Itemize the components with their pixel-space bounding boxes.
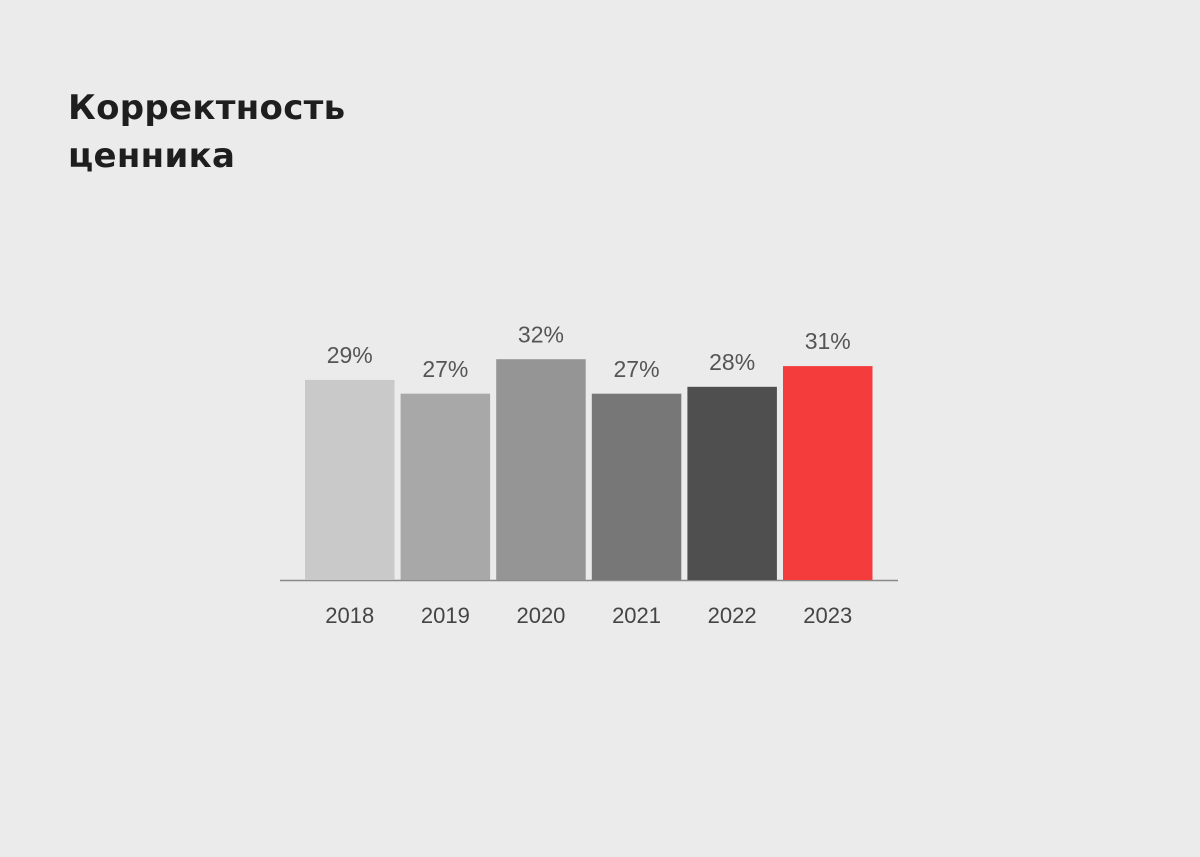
x-tick-label: 2021 — [612, 603, 661, 628]
x-tick-label: 2020 — [516, 603, 565, 628]
chart-title: Корректность ценника — [68, 88, 346, 176]
bar — [496, 359, 586, 580]
bar — [783, 366, 873, 580]
x-tick-label: 2022 — [708, 603, 757, 628]
value-label: 28% — [709, 349, 755, 375]
x-tick-label: 2019 — [421, 603, 470, 628]
value-label: 27% — [422, 356, 468, 382]
x-tick-label: 2018 — [325, 603, 374, 628]
bar — [305, 379, 395, 580]
value-label: 32% — [518, 321, 564, 347]
bar — [687, 386, 777, 580]
x-tick-label: 2023 — [803, 603, 852, 628]
bar — [400, 393, 491, 580]
value-label: 27% — [614, 356, 660, 382]
value-label: 29% — [327, 342, 373, 368]
bar — [591, 393, 682, 580]
value-label: 31% — [805, 328, 851, 354]
